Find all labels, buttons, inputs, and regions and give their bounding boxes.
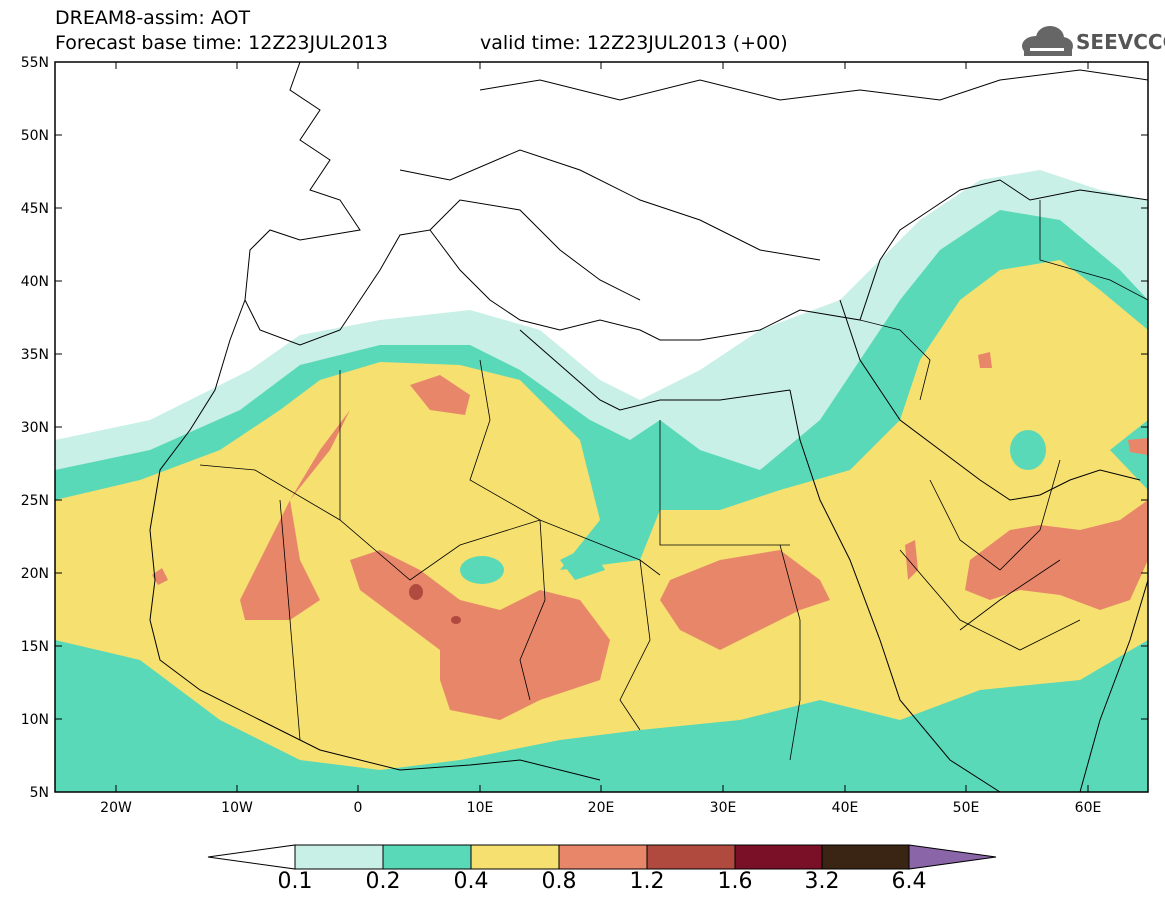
colorbar-swatch [734,844,823,870]
lat-label: 10N [21,712,49,728]
colorbar-label: 0.8 [541,869,577,894]
lon-label: 10W [221,800,253,816]
lon-label: 20W [100,800,132,816]
lon-label: 10E [467,800,494,816]
lat-label: 50N [21,128,49,144]
lon-label: 50E [953,800,980,816]
valid-time: valid time: 12Z23JUL2013 (+00) [480,32,788,54]
colorbar-swatch [294,844,384,870]
colorbar-label: 3.2 [804,869,840,894]
lat-label: 45N [21,201,49,217]
aot-band-0.4 [55,260,1148,770]
lat-label: 5N [30,785,49,801]
colorbar-swatch [382,844,472,870]
aot-field [55,170,1148,792]
lon-label: 60E [1075,800,1102,816]
lat-labels: 55N 50N 45N 40N 35N 30N 25N 20N 15N 10N … [21,55,49,801]
lat-label: 55N [21,55,49,71]
colorbar-label: 1.2 [629,869,665,894]
lon-label: 0 [354,800,363,816]
lat-label: 20N [21,566,49,582]
colorbar-upper-arrow [908,844,997,870]
axis-ticks [55,61,1148,792]
borders [199,200,1148,761]
cloud-icon [1022,26,1073,56]
colorbar-swatch [470,844,560,870]
lat-label: 30N [21,420,49,436]
colorbar-lower-arrow [207,844,296,870]
colorbar-swatch [558,844,648,870]
aot-band-1.2 [409,584,461,624]
lon-labels: 20W 10W 0 10E 20E 30E 40E 50E 60E [100,800,1101,816]
colorbar-label: 0.1 [277,869,313,894]
lon-label: 20E [588,800,615,816]
colorbar-label: 0.4 [453,869,489,894]
colorbar-swatch [821,844,910,870]
colorbar [207,844,997,870]
colorbar-label: 1.6 [717,869,753,894]
seevccc-logo: SEEVCCC [1018,24,1165,60]
lat-label: 25N [21,493,49,509]
lon-label: 40E [832,800,859,816]
aot-band-0.2-inner [460,430,1046,584]
lat-label: 40N [21,274,49,290]
colorbar-label: 0.2 [365,869,401,894]
map-title: DREAM8-assim: AOT [55,7,251,29]
logo-text: SEEVCCC [1076,30,1165,54]
coastlines [149,62,1148,792]
lon-label: 30E [710,800,737,816]
lat-label: 35N [21,347,49,363]
colorbar-label: 6.4 [891,869,927,894]
lat-label: 15N [21,639,49,655]
colorbar-swatch [646,844,736,870]
base-time: Forecast base time: 12Z23JUL2013 [55,32,388,54]
